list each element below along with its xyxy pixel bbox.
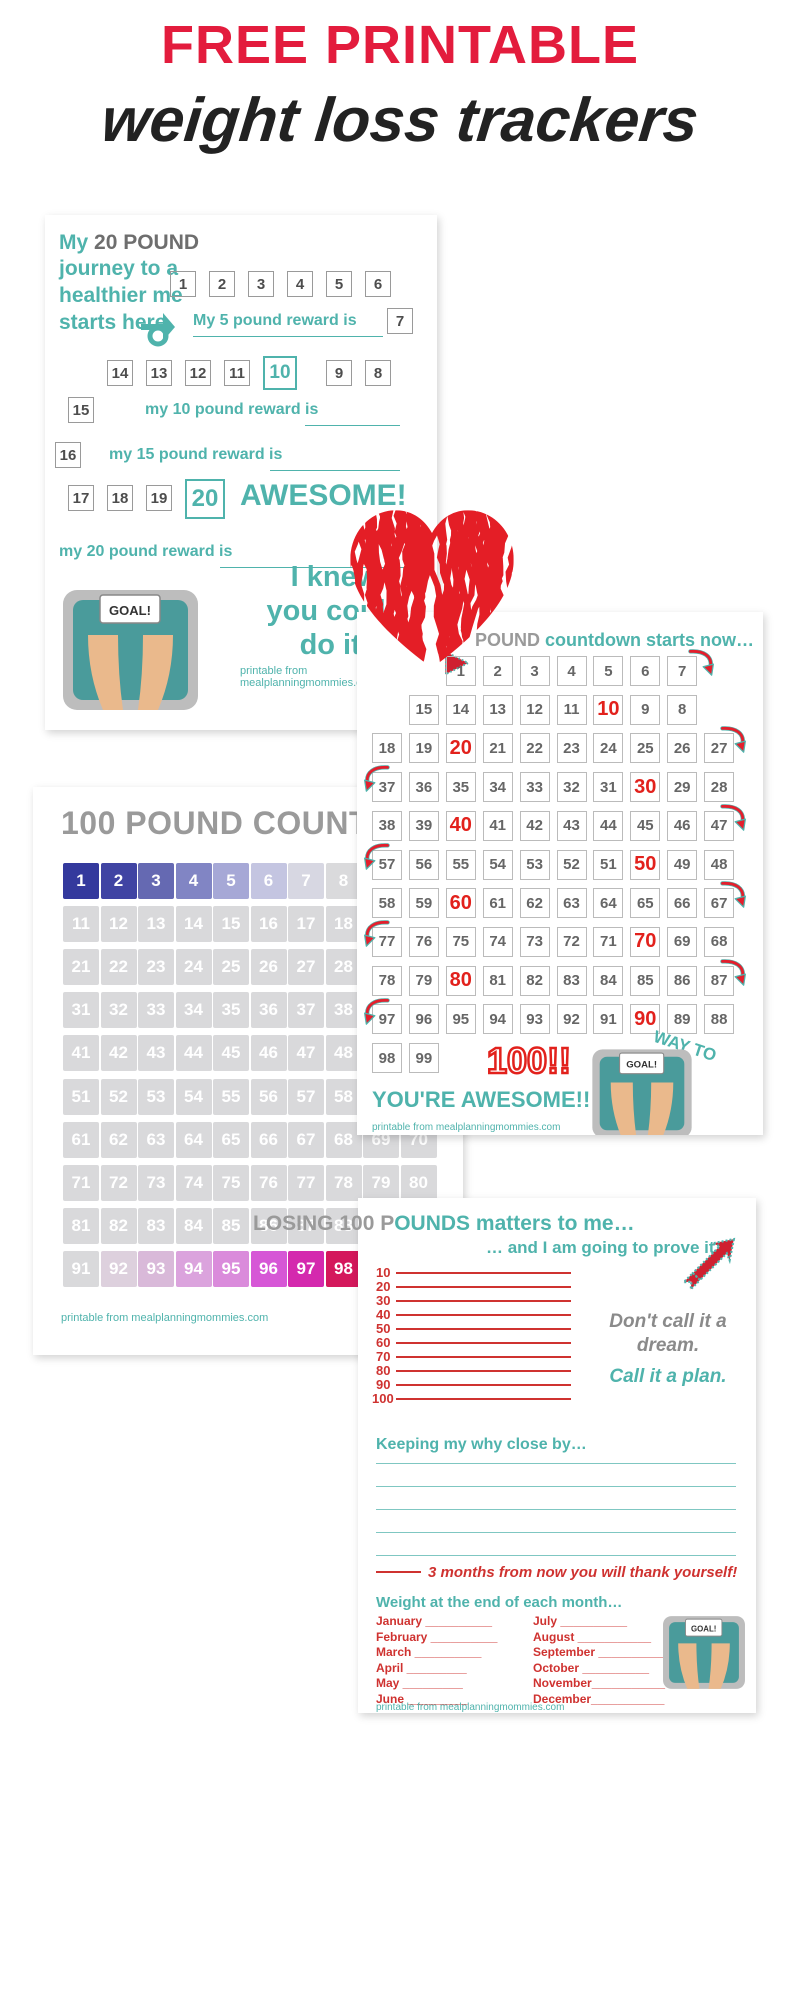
svg-text:GOAL!: GOAL! xyxy=(109,603,151,618)
svg-text:GOAL!: GOAL! xyxy=(691,1624,716,1633)
svg-text:GOAL!: GOAL! xyxy=(626,1060,657,1071)
